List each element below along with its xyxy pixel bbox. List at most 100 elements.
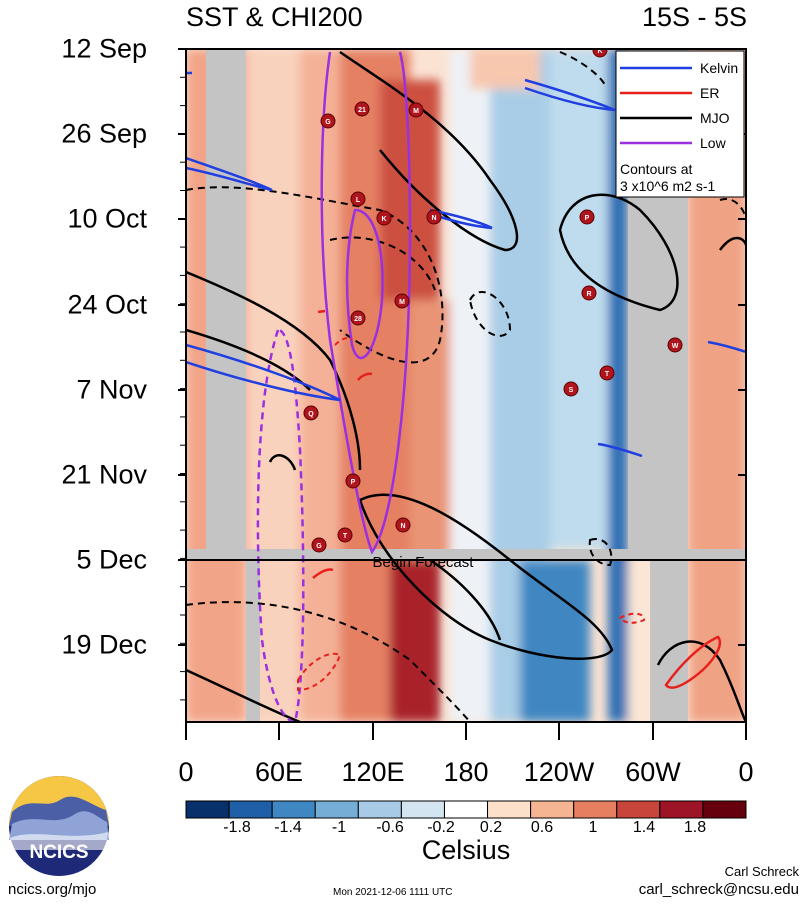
- storm-label: S: [569, 387, 574, 394]
- colorbar-tick-label: -0.2: [427, 819, 455, 836]
- y-tick-label: 12 Sep: [61, 33, 147, 64]
- storm-marker: K: [376, 210, 392, 226]
- storm-label: K: [381, 216, 386, 223]
- storm-icon: [667, 337, 683, 353]
- storm-icon: [395, 517, 411, 533]
- colorbar-swatch: [400, 800, 445, 819]
- storm-marker: S: [563, 381, 579, 397]
- x-tick-label: 120E: [341, 757, 405, 787]
- colorbar-swatch: [487, 800, 532, 819]
- storm-icon: [599, 365, 615, 381]
- colorbar-tick-label: 1.8: [683, 819, 707, 836]
- legend-label: Kelvin: [700, 60, 738, 76]
- storm-icon: [350, 191, 366, 207]
- forecast-label: Begin Forecast: [373, 554, 475, 571]
- colorbar-swatch: [702, 800, 747, 819]
- colorbar-swatch: [228, 800, 273, 819]
- storm-icon: [320, 113, 336, 129]
- colorbar: [185, 800, 747, 819]
- storm-label: R: [586, 291, 591, 298]
- storm-label: W: [672, 343, 679, 350]
- storm-label: Q: [308, 411, 314, 418]
- storm-label: P: [585, 215, 590, 222]
- storm-marker: G: [320, 113, 336, 129]
- storm-marker: 28: [350, 310, 366, 326]
- credit-name: Carl Schreck: [724, 864, 799, 879]
- storm-label: 21: [358, 107, 366, 114]
- storm-label: N: [431, 215, 436, 222]
- storm-marker: N: [395, 517, 411, 533]
- credit-email[interactable]: carl_schreck@ncsu.edu: [638, 881, 799, 898]
- storm-icon: [303, 405, 319, 421]
- x-tick-label: 0: [178, 757, 194, 787]
- colorbar-swatch: [271, 800, 316, 819]
- colorbar-swatch: [573, 800, 618, 819]
- y-tick-label: 7 Nov: [76, 374, 147, 405]
- storm-icon: [408, 102, 424, 118]
- storm-marker: T: [599, 365, 615, 381]
- ncics-logo: NCICS: [9, 776, 109, 876]
- storm-icon: [350, 310, 366, 326]
- storm-label: L: [356, 197, 361, 204]
- storm-label: P: [351, 479, 356, 486]
- mjo-neg-contours: [186, 51, 746, 722]
- storm-label: G: [325, 119, 331, 126]
- x-tick-label: 60E: [254, 757, 304, 787]
- footer-timestamp: Mon 2021-12-06 1111 UTC: [333, 887, 453, 898]
- storm-marker: Q: [303, 405, 319, 421]
- colorbar-tick-label: 0.2: [479, 819, 503, 836]
- storm-marker: P: [345, 473, 361, 489]
- x-tick-label: 60W: [625, 757, 681, 787]
- colorbar-tick-label: -1: [331, 819, 347, 836]
- colorbar-swatch: [530, 800, 575, 819]
- er-contours: [312, 309, 721, 689]
- colorbar-tick-label: -0.6: [376, 819, 404, 836]
- storm-label: G: [316, 543, 322, 550]
- colorbar-swatch: [185, 800, 230, 819]
- storm-icon: [311, 537, 327, 553]
- colorbar-tick-label: 1.4: [632, 819, 656, 836]
- chart-title: SST & CHI200: [186, 2, 363, 32]
- storm-marker: L: [350, 191, 366, 207]
- colorbar-tick-label: 1: [588, 819, 598, 836]
- axis-ticks: [178, 48, 747, 740]
- storm-marker: W: [667, 337, 683, 353]
- colorbar-tick-label: -1.4: [274, 819, 302, 836]
- colorbar-tick-label: -1.8: [223, 819, 251, 836]
- y-tick-label: 21 Nov: [61, 459, 147, 490]
- storm-label: M: [413, 108, 419, 115]
- y-tick-label: 19 Dec: [61, 629, 147, 660]
- colorbar-title: Celsius: [421, 835, 511, 865]
- storm-icon: [345, 473, 361, 489]
- storm-icon: [563, 381, 579, 397]
- legend-label: MJO: [700, 110, 730, 126]
- x-tick-label: 120W: [523, 757, 595, 787]
- logo-text: NCICS: [29, 842, 88, 863]
- colorbar-swatch: [314, 800, 359, 819]
- low-contours: [320, 51, 412, 555]
- kelvin-contours: [186, 71, 746, 458]
- storm-marker: T: [337, 527, 353, 543]
- colorbar-swatch: [357, 800, 402, 819]
- x-tick-label: 0: [738, 757, 754, 787]
- storm-icon: [426, 209, 442, 225]
- storm-markers: K G 21 M L K N P R 28 M W T S Q P T G N: [303, 48, 683, 553]
- storm-label: K: [597, 48, 602, 55]
- storm-marker: M: [408, 102, 424, 118]
- storm-marker: M: [394, 293, 410, 309]
- storm-label: N: [400, 523, 405, 530]
- y-tick-label: 26 Sep: [61, 118, 147, 149]
- storm-marker: P: [579, 209, 595, 225]
- y-tick-label: 5 Dec: [76, 544, 147, 575]
- storm-label: 28: [354, 316, 362, 323]
- storm-icon: [376, 210, 392, 226]
- storm-marker: R: [581, 285, 597, 301]
- storm-marker: 21: [354, 101, 370, 117]
- storm-label: M: [399, 299, 405, 306]
- storm-icon: [354, 101, 370, 117]
- storm-marker: N: [426, 209, 442, 225]
- mjo-contours: [186, 50, 746, 722]
- footer-url[interactable]: ncics.org/mjo: [8, 881, 97, 898]
- storm-marker: G: [311, 537, 327, 553]
- x-tick-label: 180: [443, 757, 489, 787]
